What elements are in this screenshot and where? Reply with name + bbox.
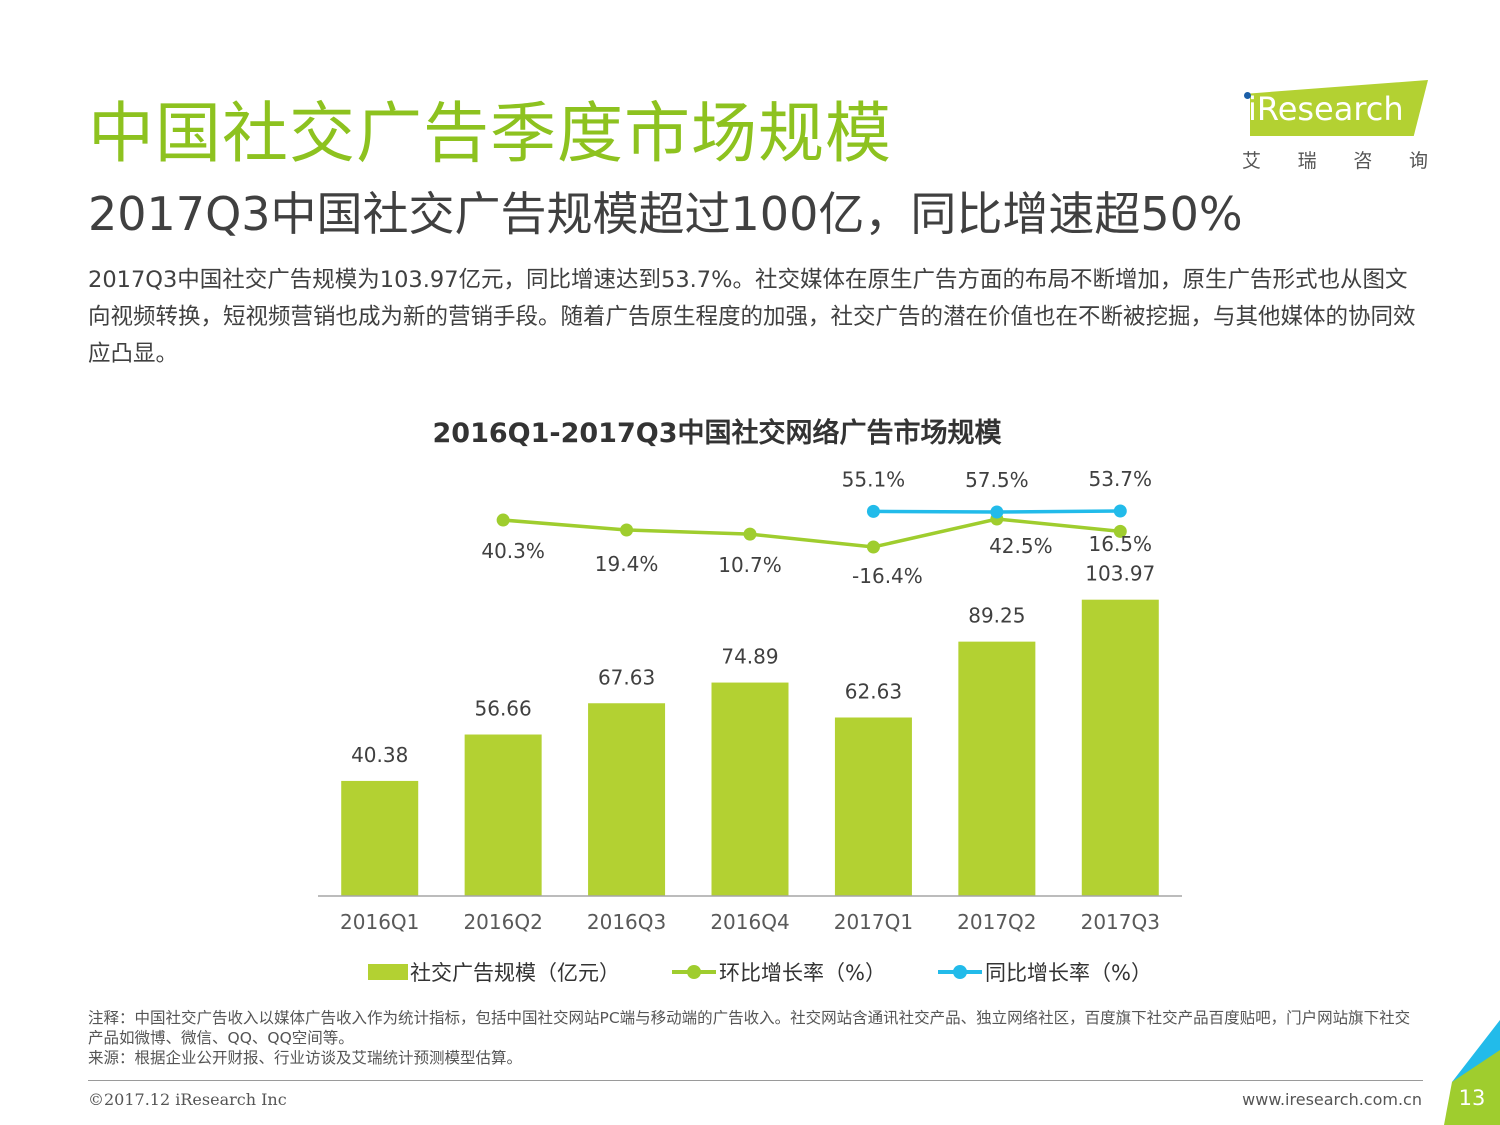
bar-2017Q3 [1081, 599, 1159, 896]
source-text: 来源：根据企业公开财报、行业访谈及艾瑞统计预测模型估算。 [88, 1049, 523, 1067]
qoq-value-label: 42.5% [989, 534, 1053, 558]
bar-value-label: 74.89 [721, 645, 778, 669]
bar-2016Q2 [464, 734, 542, 896]
x-tick-label: 2016Q4 [710, 910, 789, 934]
chart-notes: 注释：中国社交广告收入以媒体广告收入作为统计指标，包括中国社交网站PC端与移动端… [88, 1008, 1418, 1068]
chart-legend: 社交广告规模（亿元） 环比增长率（%） 同比增长率（%） [368, 961, 1152, 985]
yoy-value-label: 57.5% [965, 468, 1029, 492]
x-tick-labels: 2016Q1 2016Q2 2016Q3 2016Q4 2017Q1 2017Q2 2017… [340, 910, 1160, 934]
logo-cn-char: 询 [1408, 150, 1428, 172]
qoq-value-label: 10.7% [718, 553, 782, 577]
x-tick-label: 2017Q2 [957, 910, 1036, 934]
yoy-point [1113, 504, 1127, 518]
logo-dot-icon [1244, 92, 1251, 99]
bar-2016Q3 [588, 703, 666, 896]
website-link[interactable]: www.iresearch.com.cn [1242, 1090, 1422, 1109]
bar-value-label: 67.63 [598, 665, 655, 689]
legend-qoq-label: 环比增长率（%） [719, 961, 886, 985]
qoq-point [866, 540, 880, 554]
qoq-value-label: 19.4% [595, 552, 659, 576]
market-size-chart: 2016Q1-2017Q3中国社交网络广告市场规模 40.38 56.66 67.6… [318, 417, 1182, 985]
bar-value-label: 62.63 [845, 680, 902, 704]
bar-value-label: 40.38 [351, 743, 408, 767]
x-tick-label: 2017Q1 [834, 910, 913, 934]
yoy-point [990, 505, 1004, 519]
qoq-value-label: -16.4% [852, 564, 923, 588]
bar-value-label: 103.97 [1085, 562, 1155, 586]
logo-cn-char: 瑞 [1297, 150, 1317, 172]
qoq-point [1113, 524, 1127, 538]
page-title: 中国社交广告季度市场规模 [88, 95, 892, 172]
yoy-point [866, 504, 880, 518]
bar-2017Q2 [958, 641, 1036, 896]
legend-yoy-label: 同比增长率（%） [985, 961, 1152, 985]
yoy-value-label: 53.7% [1089, 467, 1153, 491]
x-tick-label: 2016Q3 [587, 910, 666, 934]
qoq-value-label: 16.5% [1089, 532, 1153, 556]
legend-yoy-marker [953, 965, 967, 979]
logo-brand-text: iResearch [1248, 90, 1404, 128]
page-number: 13 [1458, 1086, 1486, 1110]
bar-2017Q1 [834, 717, 912, 896]
legend-bar-label: 社交广告规模（亿元） [410, 961, 620, 985]
logo-cn-name: 艾 瑞 咨 询 [1242, 146, 1428, 173]
x-tick-label: 2016Q2 [463, 910, 542, 934]
x-tick-label: 2016Q1 [340, 910, 419, 934]
logo-cn-char: 艾 [1242, 150, 1262, 172]
bar-value-label: 89.25 [968, 604, 1025, 628]
qoq-series: 40.3% 19.4% 10.7% -16.4% 42.5% 16.5% [481, 512, 1153, 588]
logo-cn-char: 咨 [1353, 150, 1373, 172]
qoq-point [743, 527, 757, 541]
copyright: ©2017.12 iResearch Inc [88, 1090, 287, 1109]
qoq-point [496, 513, 510, 527]
summary-paragraph: 2017Q3中国社交广告规模为103.97亿元，同比增速达到53.7%。社交媒体… [88, 267, 1416, 367]
legend-bar-swatch [368, 964, 408, 980]
legend-qoq-marker [687, 965, 701, 979]
iresearch-logo: iResearch 艾 瑞 咨 询 [1236, 80, 1428, 172]
qoq-line [503, 517, 1121, 549]
qoq-point [620, 523, 634, 537]
yoy-series: 55.1% 57.5% 53.7% [842, 467, 1152, 519]
qoq-value-label: 40.3% [481, 539, 545, 563]
chart-title: 2016Q1-2017Q3中国社交网络广告市场规模 [433, 417, 1002, 449]
bar-2016Q1 [341, 780, 419, 896]
x-tick-label: 2017Q3 [1081, 910, 1160, 934]
bar-value-label: 56.66 [475, 697, 532, 721]
bar-2016Q4 [711, 682, 789, 896]
bars-layer: 40.38 56.66 67.63 74.89 62.63 89.25 103.97 [341, 562, 1159, 896]
yoy-value-label: 55.1% [842, 467, 906, 491]
corner-decoration [1444, 1020, 1500, 1125]
note-text: 注释：中国社交广告收入以媒体广告收入作为统计指标，包括中国社交网站PC端与移动端… [88, 1009, 1411, 1047]
footer-divider [88, 1080, 1423, 1081]
page-subtitle: 2017Q3中国社交广告规模超过100亿，同比增速超50% [88, 187, 1243, 241]
